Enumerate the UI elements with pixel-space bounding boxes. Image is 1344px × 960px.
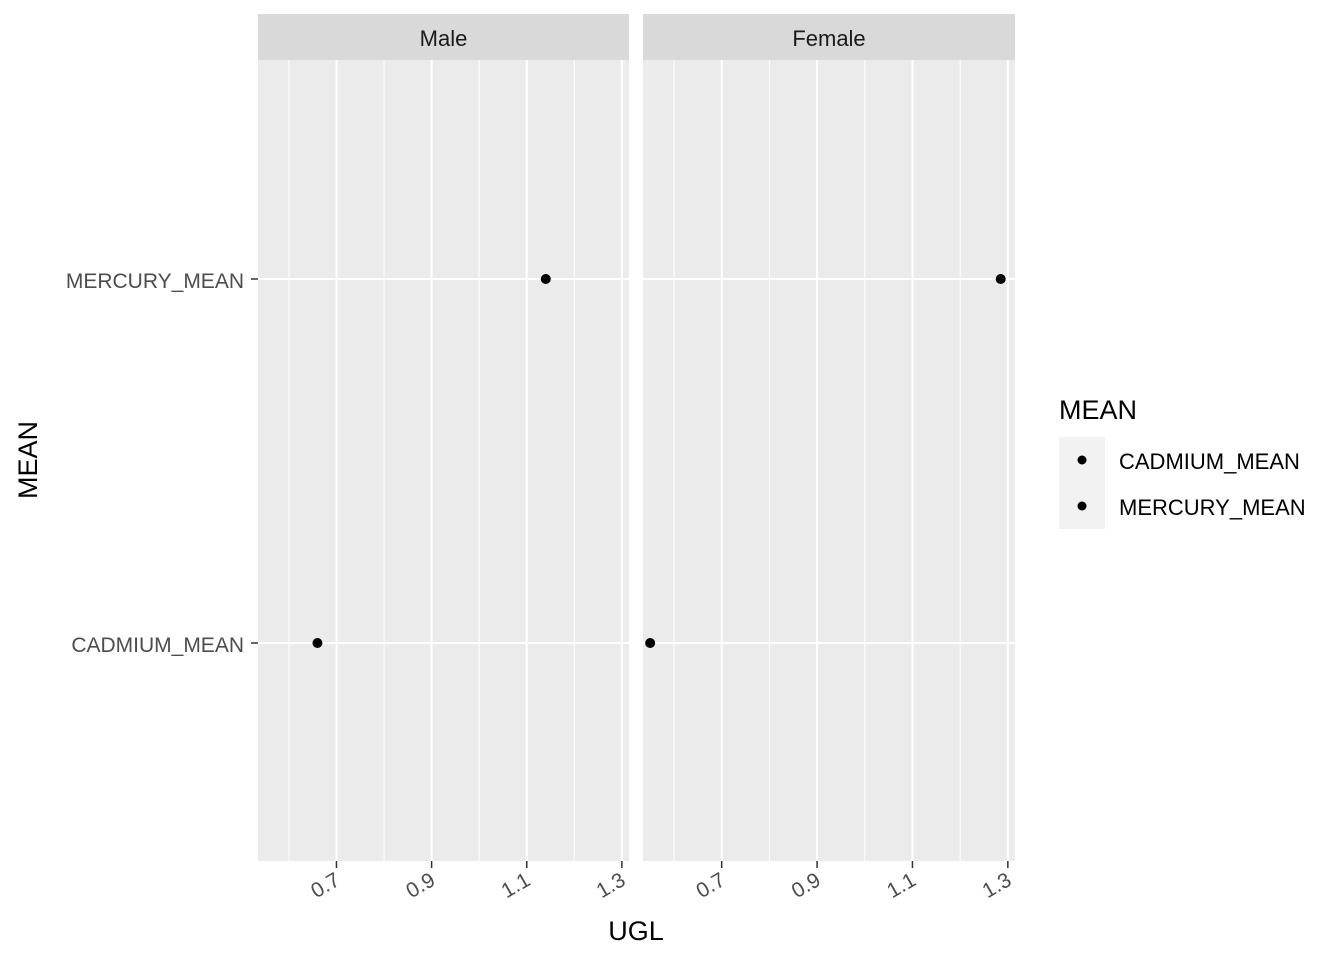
facet-female: Female 0.7 0.9 1.1 1.3	[643, 14, 1015, 903]
facet-male-strip	[258, 14, 629, 60]
legend-label-mercury: MERCURY_MEAN	[1119, 495, 1306, 520]
facet-male-label: Male	[420, 26, 468, 51]
x-axis-title: UGL	[608, 916, 664, 946]
facet-male: Male 0.7 0.9 1.1 1.3	[258, 14, 629, 903]
y-axis: MERCURY_MEAN CADMIUM_MEAN	[66, 270, 258, 657]
facet-male-gridlines	[258, 60, 629, 861]
legend-key-cadmium-dot	[1077, 455, 1087, 465]
legend-title: MEAN	[1059, 395, 1137, 425]
facet-male-panel	[258, 60, 629, 861]
facet-female-panel	[643, 60, 1015, 861]
legend: MEAN CADMIUM_MEAN MERCURY_MEAN	[1059, 395, 1306, 529]
facet-female-label: Female	[792, 26, 865, 51]
y-tick-label-mercury: MERCURY_MEAN	[66, 270, 244, 293]
legend-label-cadmium: CADMIUM_MEAN	[1119, 449, 1300, 474]
facet-female-strip	[643, 14, 1015, 60]
data-point-mercury-mean	[540, 274, 551, 284]
facet-female-gridlines	[643, 60, 1015, 861]
data-point-cadmium-mean	[645, 638, 656, 648]
y-tick-label-cadmium: CADMIUM_MEAN	[71, 634, 244, 657]
data-point-cadmium-mean	[312, 638, 323, 648]
data-point-mercury-mean	[995, 274, 1006, 284]
legend-key-mercury-dot	[1077, 501, 1087, 511]
facet-female-points	[645, 274, 1006, 648]
y-axis-title: MEAN	[13, 421, 43, 499]
facet-male-points	[312, 274, 551, 648]
